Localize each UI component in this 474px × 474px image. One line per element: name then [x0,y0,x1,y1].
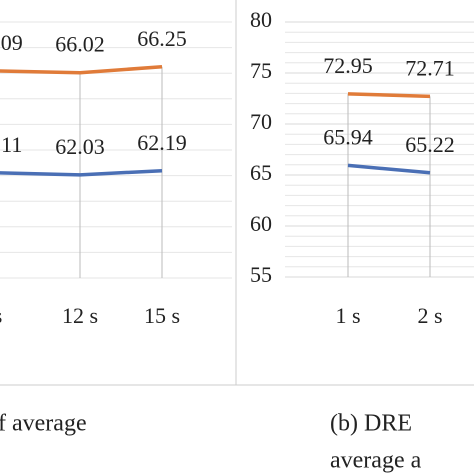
y-tick-label: 60 [250,211,272,236]
series-line [0,168,163,177]
value-label: 65.94 [323,124,373,149]
series-line [0,65,163,75]
value-label: 65.22 [405,132,455,157]
caption: of average [0,411,87,437]
value-label: 72.71 [405,55,455,80]
caption: (b) DRE [330,411,412,437]
y-tick-label: 55 [250,262,272,287]
x-tick-label: s [0,303,2,328]
series-line [347,92,431,99]
value-label: 62.11 [0,132,22,157]
x-tick-label: 1 s [335,303,360,328]
y-tick-label: 80 [250,7,272,32]
y-tick-label: 65 [250,160,272,185]
caption: average a [330,448,422,474]
x-tick-label: 15 s [144,303,180,328]
value-label: 66.09 [0,30,23,55]
y-tick-label: 70 [250,109,272,134]
series-line [347,163,431,175]
x-tick-label: 2 s [417,303,442,328]
y-tick-label: 75 [250,58,272,83]
x-tick-label: 12 s [62,303,98,328]
value-label: 66.02 [55,32,105,57]
value-label: 72.95 [323,53,373,78]
value-label: 62.19 [137,130,187,155]
value-label: 62.03 [55,134,105,159]
value-label: 66.25 [137,26,187,51]
